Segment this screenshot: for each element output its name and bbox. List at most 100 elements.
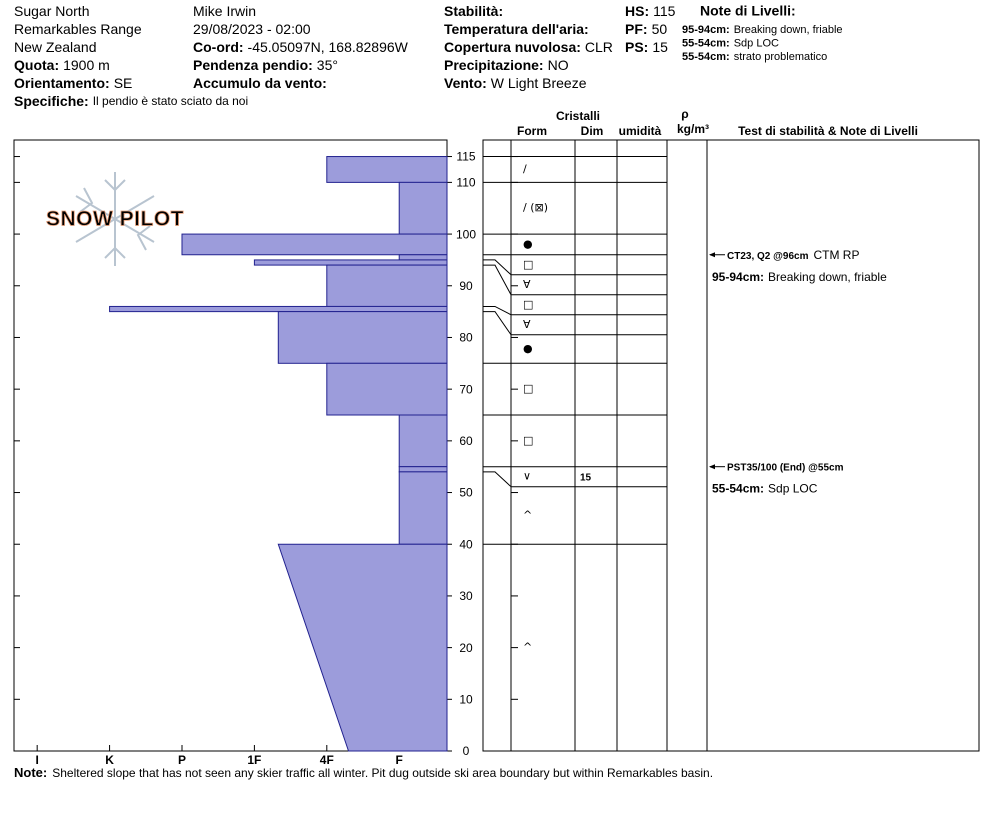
- header-field: Temperatura dell'aria:: [444, 21, 589, 37]
- header-field: Precipitazione: NO: [444, 57, 569, 73]
- field-value: NO: [548, 57, 569, 73]
- grain-form: / (⊠): [523, 201, 548, 214]
- hardness-bar: [326, 264, 448, 307]
- field-value: 1900 m: [63, 57, 110, 73]
- field-label: Vento:: [444, 75, 487, 91]
- field-label: PS:: [625, 39, 648, 55]
- hardness-bar: [398, 414, 448, 468]
- grain-form: □: [523, 298, 533, 311]
- grain-form: ●: [523, 342, 533, 355]
- layer-connector: [483, 259, 512, 276]
- layer-connector: [483, 311, 512, 336]
- field-value: 115: [653, 3, 676, 19]
- hardness-bar: [398, 466, 448, 473]
- depth-tick-label: 30: [459, 589, 473, 603]
- grain-form: ^: [523, 508, 532, 521]
- depth-tick-label: 115: [456, 150, 475, 164]
- header-field: Sugar North: [14, 3, 89, 19]
- footer-note: Note: Sheltered slope that has not seen a…: [14, 765, 713, 780]
- hardness-tick-label: 4F: [320, 753, 334, 767]
- field-label: Temperatura dell'aria:: [444, 21, 589, 37]
- field-value: CLR: [585, 39, 613, 55]
- hardness-bar: [277, 311, 448, 364]
- test-code: CT23, Q2 @96cm: [727, 250, 809, 261]
- column-header: kg/m³: [677, 122, 709, 136]
- footer-text: Sheltered slope that has not seen any sk…: [52, 766, 713, 780]
- depth-tick-label: 0: [463, 744, 470, 758]
- header-field: PS: 15: [625, 39, 668, 55]
- logo-flake: [104, 179, 126, 192]
- test-detail: CTM RP: [813, 248, 859, 262]
- header-field: Quota: 1900 m: [14, 57, 110, 73]
- hardness-bar: [181, 233, 448, 256]
- test-note: 55-54cm: Sdp LOC: [712, 482, 818, 496]
- hardness-bar: [326, 362, 448, 416]
- logo-flake: [79, 187, 94, 213]
- header-field: New Zealand: [14, 39, 97, 55]
- header-field: 29/08/2023 - 02:00: [193, 21, 311, 37]
- field-value: 15: [652, 39, 668, 55]
- grain-form: □: [523, 434, 533, 447]
- field-label: Specifiche:: [14, 93, 89, 109]
- test-note: 95-94cm: Breaking down, friable: [712, 270, 887, 284]
- hardness-tick-label: K: [105, 753, 114, 767]
- hardness-tick-label: P: [178, 753, 186, 767]
- footer-label: Note:: [14, 765, 47, 780]
- note-range: 55-54cm:: [712, 482, 764, 496]
- logo-text: SNOW PILOT: [46, 208, 184, 231]
- column-header: umidità: [619, 124, 662, 138]
- hardness-tick-label: I: [35, 753, 38, 767]
- field-label: Pendenza pendio:: [193, 57, 313, 73]
- grain-size: 15: [580, 472, 592, 483]
- test-result: PST35/100 (End) @55cm: [727, 462, 844, 473]
- depth-tick-label: 10: [459, 692, 473, 706]
- note-range: 95-94cm:: [712, 270, 764, 284]
- header-field: Mike Irwin: [193, 3, 256, 19]
- header-field: Accumulo da vento:: [193, 75, 327, 91]
- grain-form: ∀: [523, 318, 531, 331]
- depth-tick-label: 50: [459, 486, 473, 500]
- field-value: 50: [652, 21, 668, 37]
- column-header: ρ: [681, 107, 688, 121]
- field-value: Sugar North: [14, 3, 89, 19]
- layer-note: 95-94cm: Breaking down, friable: [682, 24, 843, 36]
- field-label: Co-ord:: [193, 39, 244, 55]
- field-label: Stabilità:: [444, 3, 503, 19]
- hardness-bar: [398, 181, 448, 235]
- depth-tick-label: 80: [459, 331, 473, 345]
- layer-note: 55-54cm: strato problematico: [682, 51, 827, 63]
- field-label: PF:: [625, 21, 648, 37]
- field-value: Mike Irwin: [193, 3, 256, 19]
- grain-form: ∨: [523, 470, 531, 483]
- column-header: Cristalli: [556, 109, 600, 123]
- note-text: Sdp LOC: [734, 37, 779, 49]
- hardness-bar: [398, 471, 448, 545]
- hardness-bar: [109, 305, 448, 313]
- depth-tick-label: 60: [459, 434, 473, 448]
- column-header: Dim: [581, 124, 604, 138]
- hardness-bar: [253, 259, 448, 266]
- grain-form: ^: [523, 641, 532, 654]
- column-header: Test di stabilità & Note di Livelli: [738, 124, 918, 138]
- test-arrowhead: [709, 252, 715, 258]
- header-field: PF: 50: [625, 21, 667, 37]
- header-field: Co-ord: -45.05097N, 168.82896W: [193, 39, 409, 55]
- grain-form: /: [523, 162, 527, 175]
- field-value: SE: [114, 75, 133, 91]
- grain-form: □: [523, 258, 533, 271]
- header-field: Remarkables Range: [14, 21, 142, 37]
- header-field: Pendenza pendio: 35°: [193, 57, 338, 73]
- field-value: 29/08/2023 - 02:00: [193, 21, 311, 37]
- field-label: Accumulo da vento:: [193, 75, 327, 91]
- field-value: Il pendio è stato sciato da noi: [93, 94, 248, 108]
- header-field: Specifiche: Il pendio è stato sciato da n…: [14, 93, 248, 109]
- note-range: 55-54cm:: [682, 37, 730, 49]
- test-result: CT23, Q2 @96cm CTM RP: [727, 248, 859, 262]
- logo: [75, 172, 155, 266]
- note-text: Sdp LOC: [768, 482, 818, 496]
- depth-tick-label: 70: [459, 382, 473, 396]
- layer-connector: [483, 264, 512, 295]
- layer-notes-title: Note di Livelli:: [700, 3, 796, 19]
